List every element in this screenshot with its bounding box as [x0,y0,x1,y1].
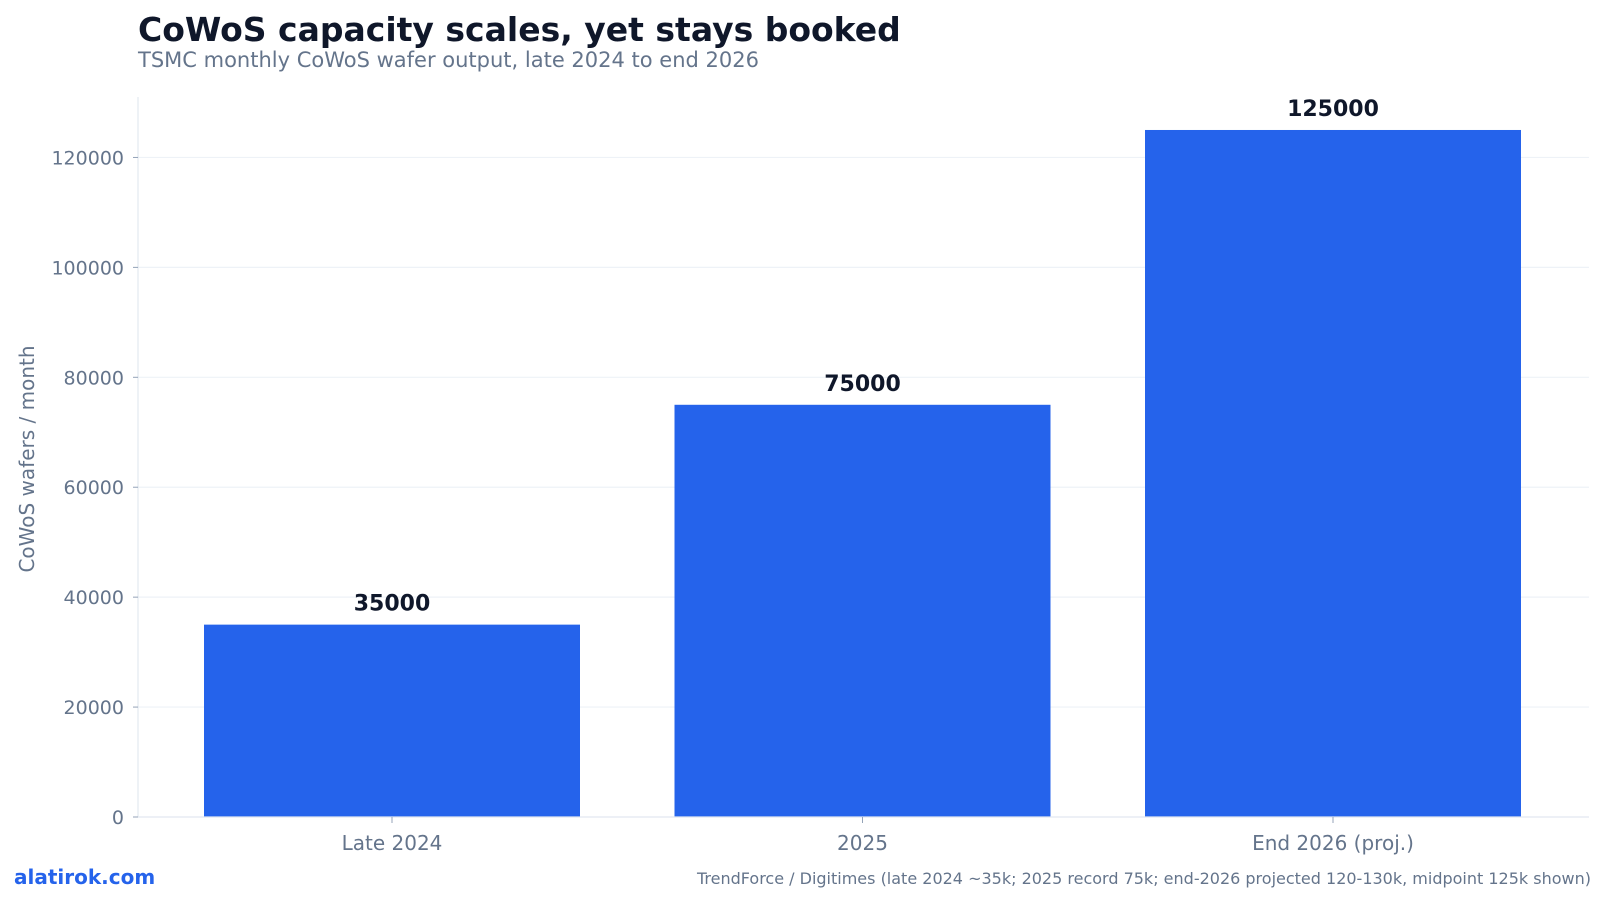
bar-value-label: 35000 [354,592,431,617]
y-tick-label: 20000 [64,697,124,719]
x-tick-label: Late 2024 [342,831,443,855]
bar[interactable] [674,404,1051,817]
y-tick-label: 100000 [51,257,124,279]
y-tick-label: 120000 [51,147,124,169]
bar[interactable] [204,624,580,817]
source-note: TrendForce / Digitimes (late 2024 ~35k; … [696,869,1591,888]
x-tick-layer: Late 2024 2025 End 2026 (proj.) [342,817,1414,855]
x-tick-label: 2025 [837,831,888,855]
chart-title: CoWoS capacity scales, yet stays booked [138,10,901,49]
axis-layer [137,97,1589,818]
x-tick-label: End 2026 (proj.) [1252,831,1414,855]
y-tick-label: 60000 [64,477,124,499]
bar-value-label: 125000 [1287,97,1379,122]
brand-link[interactable]: alatirok.com [14,865,155,889]
y-tick-layer: 0 20000 40000 60000 80000 100000 120000 [51,147,138,829]
y-axis-label: CoWoS wafers / month [15,345,39,572]
chart-subtitle: TSMC monthly CoWoS wafer output, late 20… [137,48,759,72]
bar[interactable] [1145,129,1521,817]
bar-value-label: 75000 [824,372,901,397]
y-tick-label: 0 [112,807,124,829]
data-label-layer: 35000 75000 125000 [354,97,1379,617]
y-tick-label: 80000 [64,367,124,389]
bar-layer [204,129,1521,817]
y-tick-label: 40000 [64,587,124,609]
